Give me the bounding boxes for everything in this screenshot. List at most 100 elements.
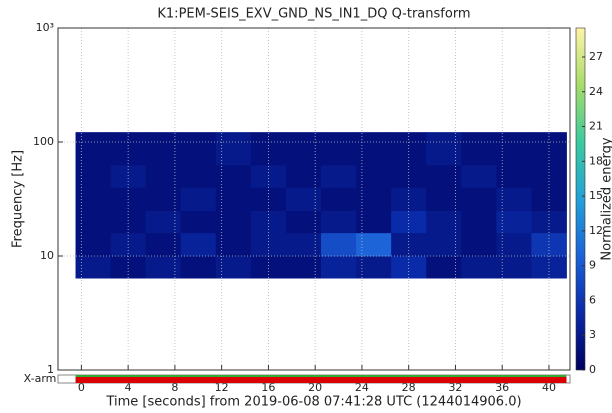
colorbar-tick-label: 21	[589, 120, 603, 133]
heatmap-cell	[250, 256, 287, 279]
heatmap-cell	[496, 132, 532, 166]
state-inactive	[75, 377, 567, 383]
heatmap-cell	[426, 187, 462, 212]
heatmap-cell	[180, 164, 217, 188]
heatmap-cell	[215, 256, 252, 279]
heatmap-cell	[356, 210, 392, 234]
heatmap-cell	[321, 187, 357, 212]
colorbar-tick-label: 27	[589, 50, 603, 63]
heatmap-cell	[215, 187, 252, 212]
heatmap-cell	[145, 256, 182, 279]
x-tick-label: 36	[495, 381, 509, 394]
heatmap-cell	[110, 210, 147, 234]
x-tick-label: 40	[542, 381, 556, 394]
y-tick-label: 1	[47, 363, 54, 376]
heatmap-cell	[321, 256, 357, 279]
colorbar-tick-label: 9	[589, 259, 596, 272]
heatmap-cell	[215, 232, 252, 257]
heatmap-cell	[285, 232, 322, 257]
x-tick-label: 24	[355, 381, 369, 394]
y-tick-label: 10³	[36, 21, 54, 34]
heatmap-cell	[110, 256, 147, 279]
heatmap-cell	[75, 187, 112, 212]
plot-frame	[57, 27, 571, 371]
heatmap-cell	[356, 256, 392, 279]
x-tick-label: 28	[402, 381, 416, 394]
heatmap-cell	[180, 187, 217, 212]
state-label: X-arm	[24, 372, 57, 385]
heatmap-cell	[356, 164, 392, 188]
heatmap-cell	[391, 256, 427, 279]
heatmap-cell	[461, 132, 497, 166]
colorbar-tick-label: 15	[589, 189, 603, 202]
heatmap-cell	[285, 132, 322, 166]
heatmap-cell	[496, 256, 532, 279]
heatmap-cell	[110, 164, 147, 188]
x-tick-label: 8	[171, 381, 178, 394]
colorbar-tick-label: 6	[589, 293, 596, 306]
heatmap-cell	[180, 232, 217, 257]
chart-title: K1:PEM-SEIS_EXV_GND_NS_IN1_DQ Q-transfor…	[157, 7, 470, 22]
heatmap-cell	[180, 256, 217, 279]
x-tick-label: 4	[125, 381, 132, 394]
heatmap-cell	[391, 164, 427, 188]
heatmap-cell	[75, 210, 112, 234]
heatmap-cell	[145, 210, 182, 234]
heatmap-cell	[285, 256, 322, 279]
heatmap-cell	[356, 187, 392, 212]
x-tick-label: 16	[261, 381, 275, 394]
heatmap-cell	[321, 132, 357, 166]
heatmap-cell	[356, 132, 392, 166]
heatmap-cell	[531, 164, 567, 188]
heatmap-cell	[321, 210, 357, 234]
heatmap-cell	[426, 164, 462, 188]
heatmap-cell	[145, 187, 182, 212]
heatmap-cell	[215, 164, 252, 188]
y-axis-label: Frequency [Hz]	[11, 150, 26, 248]
heatmap-cell	[145, 232, 182, 257]
heatmap-cell	[75, 232, 112, 257]
x-axis-label: Time [seconds] from 2019-06-08 07:41:28 …	[105, 395, 521, 410]
heatmap-cell	[321, 164, 357, 188]
heatmap-cell	[461, 164, 497, 188]
heatmap-cell	[75, 164, 112, 188]
heatmap-cell	[215, 210, 252, 234]
state-known	[75, 375, 567, 377]
heatmap-cell	[250, 164, 287, 188]
heatmap-cell	[461, 210, 497, 234]
heatmap-cell	[321, 232, 357, 257]
heatmap-cell	[496, 232, 532, 257]
colorbar-tick-label: 0	[589, 363, 596, 376]
colorbar-tick-label: 12	[589, 224, 603, 237]
colorbar-label: Normalized energy	[600, 137, 612, 260]
colorbar-tick-label: 24	[589, 85, 603, 98]
heatmap-cell	[75, 132, 112, 166]
heatmap-cell	[75, 256, 112, 279]
heatmap-cell	[356, 232, 392, 257]
y-tick-label: 100	[33, 135, 54, 148]
heatmap-cell	[285, 187, 322, 212]
colorbar-tick-label: 3	[589, 328, 596, 341]
y-tick-label: 10	[40, 249, 54, 262]
heatmap-cell	[285, 210, 322, 234]
heatmap-cell	[145, 164, 182, 188]
heatmap-cell	[496, 164, 532, 188]
heatmap-cell	[426, 132, 462, 166]
heatmap-cell	[145, 132, 182, 166]
heatmap-cell	[426, 210, 462, 234]
heatmap-cell	[426, 232, 462, 257]
heatmap-cell	[531, 256, 567, 279]
x-tick-label: 32	[448, 381, 462, 394]
heatmap-cell	[461, 256, 497, 279]
x-tick-label: 12	[215, 381, 229, 394]
heatmap-cell	[496, 187, 532, 212]
heatmap-cell	[461, 187, 497, 212]
heatmap-cell	[531, 210, 567, 234]
x-tick-label: 0	[78, 381, 85, 394]
heatmap-cell	[426, 256, 462, 279]
heatmap-cell	[250, 210, 287, 234]
heatmap-cell	[180, 132, 217, 166]
colorbar-tick-label: 18	[589, 154, 603, 167]
x-tick-label: 20	[308, 381, 322, 394]
